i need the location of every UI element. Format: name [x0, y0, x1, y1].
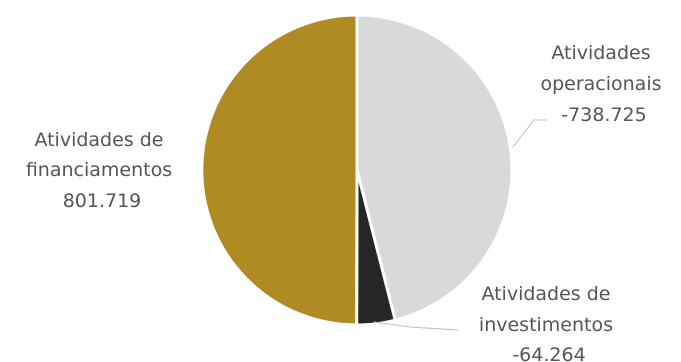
label-operacionais: Atividades operacionais -738.725: [540, 42, 667, 126]
label-investimentos-line2: investimentos: [479, 314, 613, 336]
label-investimentos-line1: Atividades de: [481, 283, 610, 305]
pie-slices: [200, 13, 514, 327]
label-financiamentos: Atividades de financiamentos 801.719: [26, 129, 178, 212]
label-operacionais-line1: Atividades: [551, 42, 650, 64]
label-investimentos-value: -64.264: [512, 344, 585, 362]
label-investimentos: Atividades de investimentos -64.264: [479, 283, 619, 362]
label-financiamentos-line1: Atividades de: [34, 129, 163, 151]
leader-line-operacionais: [512, 119, 547, 148]
label-operacionais-line2: operacionais: [540, 73, 661, 95]
pie-slice-0: [355, 13, 514, 322]
label-financiamentos-line2: financiamentos: [26, 159, 172, 181]
leader-line-investimentos: [373, 321, 459, 331]
leader-lines: [373, 119, 547, 331]
label-operacionais-value: -738.725: [561, 104, 646, 126]
pie-slice-2: [200, 13, 359, 327]
label-financiamentos-value: 801.719: [63, 190, 142, 212]
